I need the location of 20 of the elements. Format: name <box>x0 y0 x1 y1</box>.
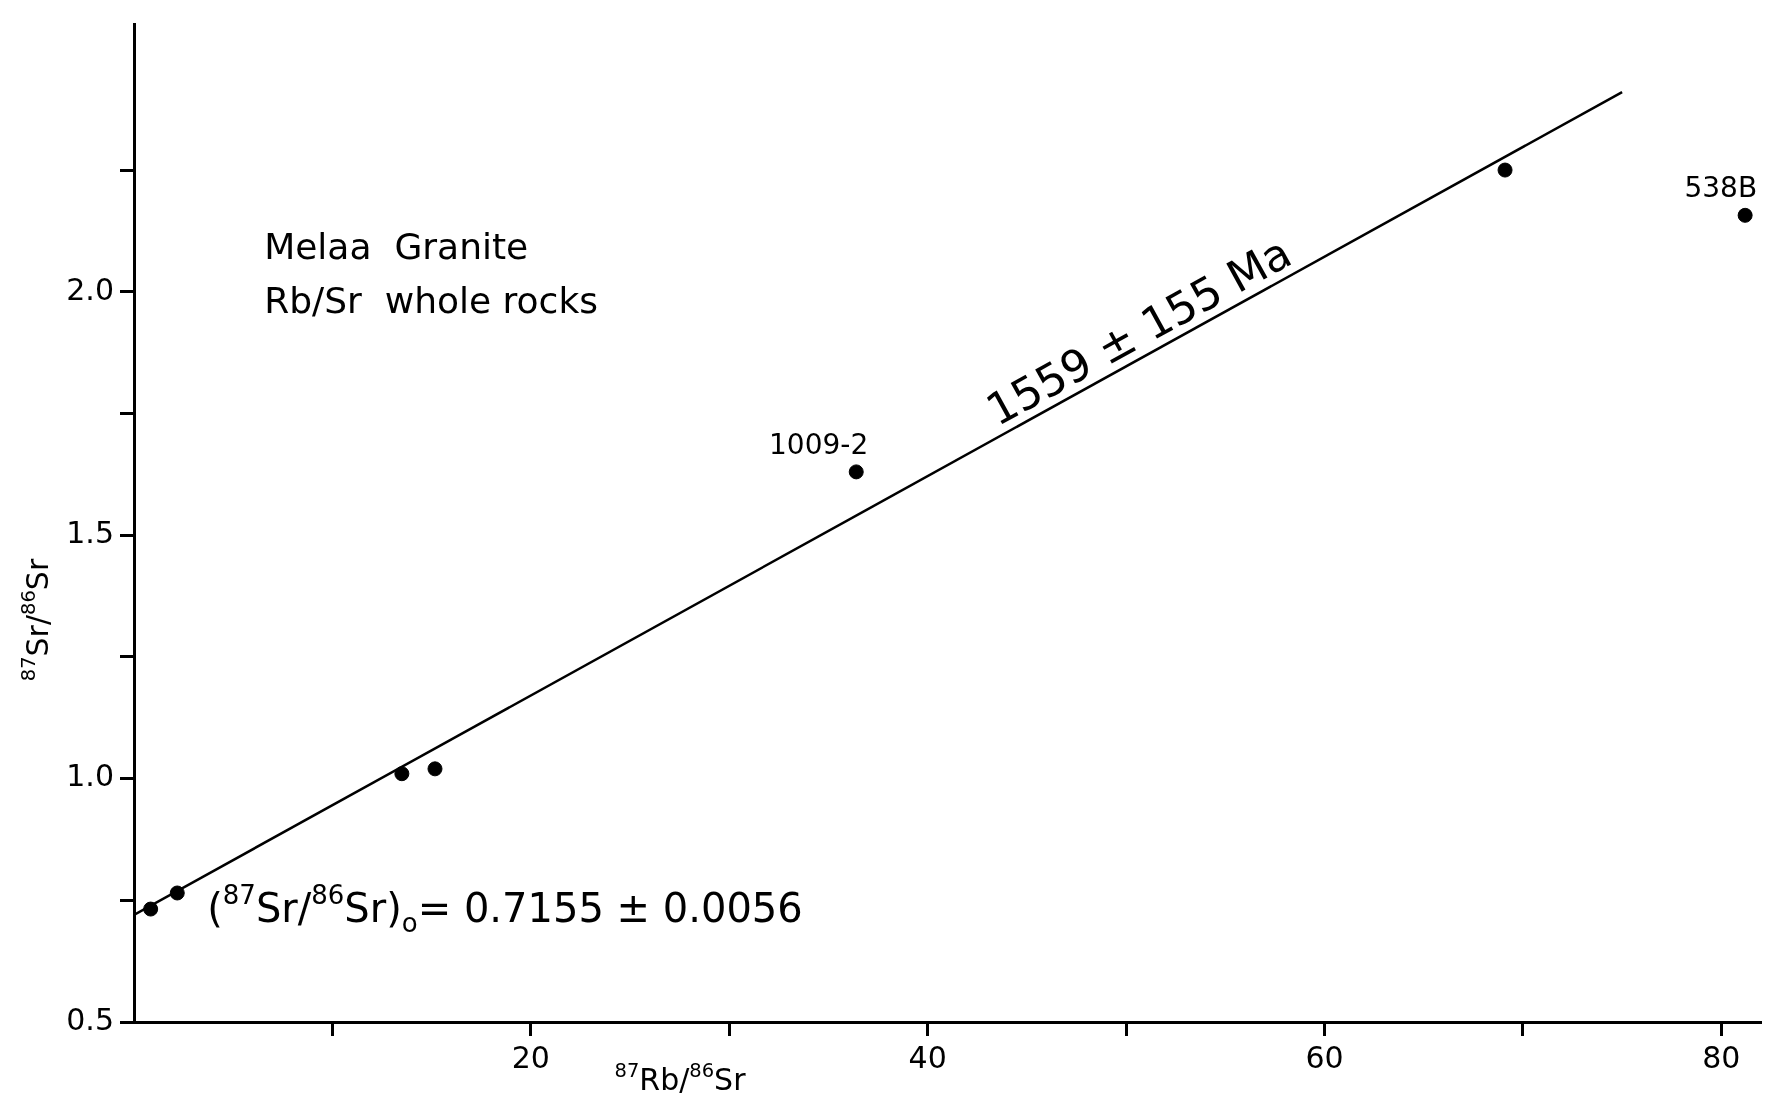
y-tick-label: 2.0 <box>66 271 114 307</box>
annotation: 1009-2 <box>769 427 869 461</box>
point <box>427 761 443 777</box>
x-tick-label: 60 <box>1305 1039 1344 1075</box>
y-axis-title: 87Sr/86Sr <box>16 558 55 682</box>
y-tick-label: 1.5 <box>66 514 114 550</box>
annotation: Rb/Sr whole rocks <box>264 280 598 322</box>
annotation: 538B <box>1684 171 1758 205</box>
x-tick-label: 20 <box>511 1039 550 1075</box>
point <box>848 464 864 480</box>
point <box>1737 207 1753 223</box>
x-tick-label: 40 <box>908 1039 947 1075</box>
point <box>1497 162 1513 178</box>
y-tick-label: 1.0 <box>66 758 114 794</box>
point <box>394 766 410 782</box>
x-tick-label: 80 <box>1702 1039 1741 1075</box>
point <box>143 901 159 917</box>
annotation: Melaa Granite <box>264 225 529 267</box>
y-tick-label: 0.5 <box>66 1001 114 1037</box>
point <box>169 885 185 901</box>
